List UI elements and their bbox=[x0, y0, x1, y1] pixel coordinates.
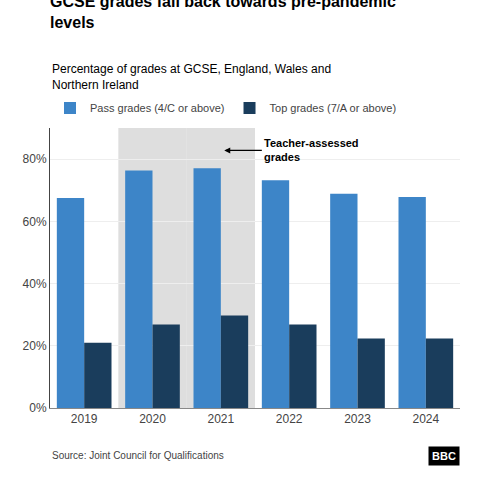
svg-text:80%: 80% bbox=[23, 152, 47, 166]
svg-text:Percentage of grades at GCSE,: Percentage of grades at GCSE, England, W… bbox=[52, 62, 331, 92]
svg-text:BBC: BBC bbox=[432, 450, 456, 462]
svg-text:0%: 0% bbox=[29, 401, 47, 415]
svg-text:Source: Joint Council for Qual: Source: Joint Council for Qualifications bbox=[52, 450, 224, 461]
svg-text:60%: 60% bbox=[23, 215, 47, 229]
svg-text:2020: 2020 bbox=[139, 412, 166, 426]
svg-text:2021: 2021 bbox=[207, 412, 234, 426]
svg-text:Top grades (7/A or above): Top grades (7/A or above) bbox=[270, 102, 397, 114]
svg-text:2019: 2019 bbox=[71, 412, 98, 426]
svg-text:Teacher-assessedgrades: Teacher-assessedgrades bbox=[264, 137, 359, 163]
svg-text:2024: 2024 bbox=[412, 412, 439, 426]
svg-text:Pass grades (4/C or above): Pass grades (4/C or above) bbox=[90, 102, 225, 114]
svg-text:2023: 2023 bbox=[344, 412, 371, 426]
svg-text:40%: 40% bbox=[23, 277, 47, 291]
svg-text:20%: 20% bbox=[23, 339, 47, 353]
svg-text:2022: 2022 bbox=[276, 412, 303, 426]
svg-text:GCSE grades fall back towards: GCSE grades fall back towards pre-pandem… bbox=[50, 0, 396, 31]
